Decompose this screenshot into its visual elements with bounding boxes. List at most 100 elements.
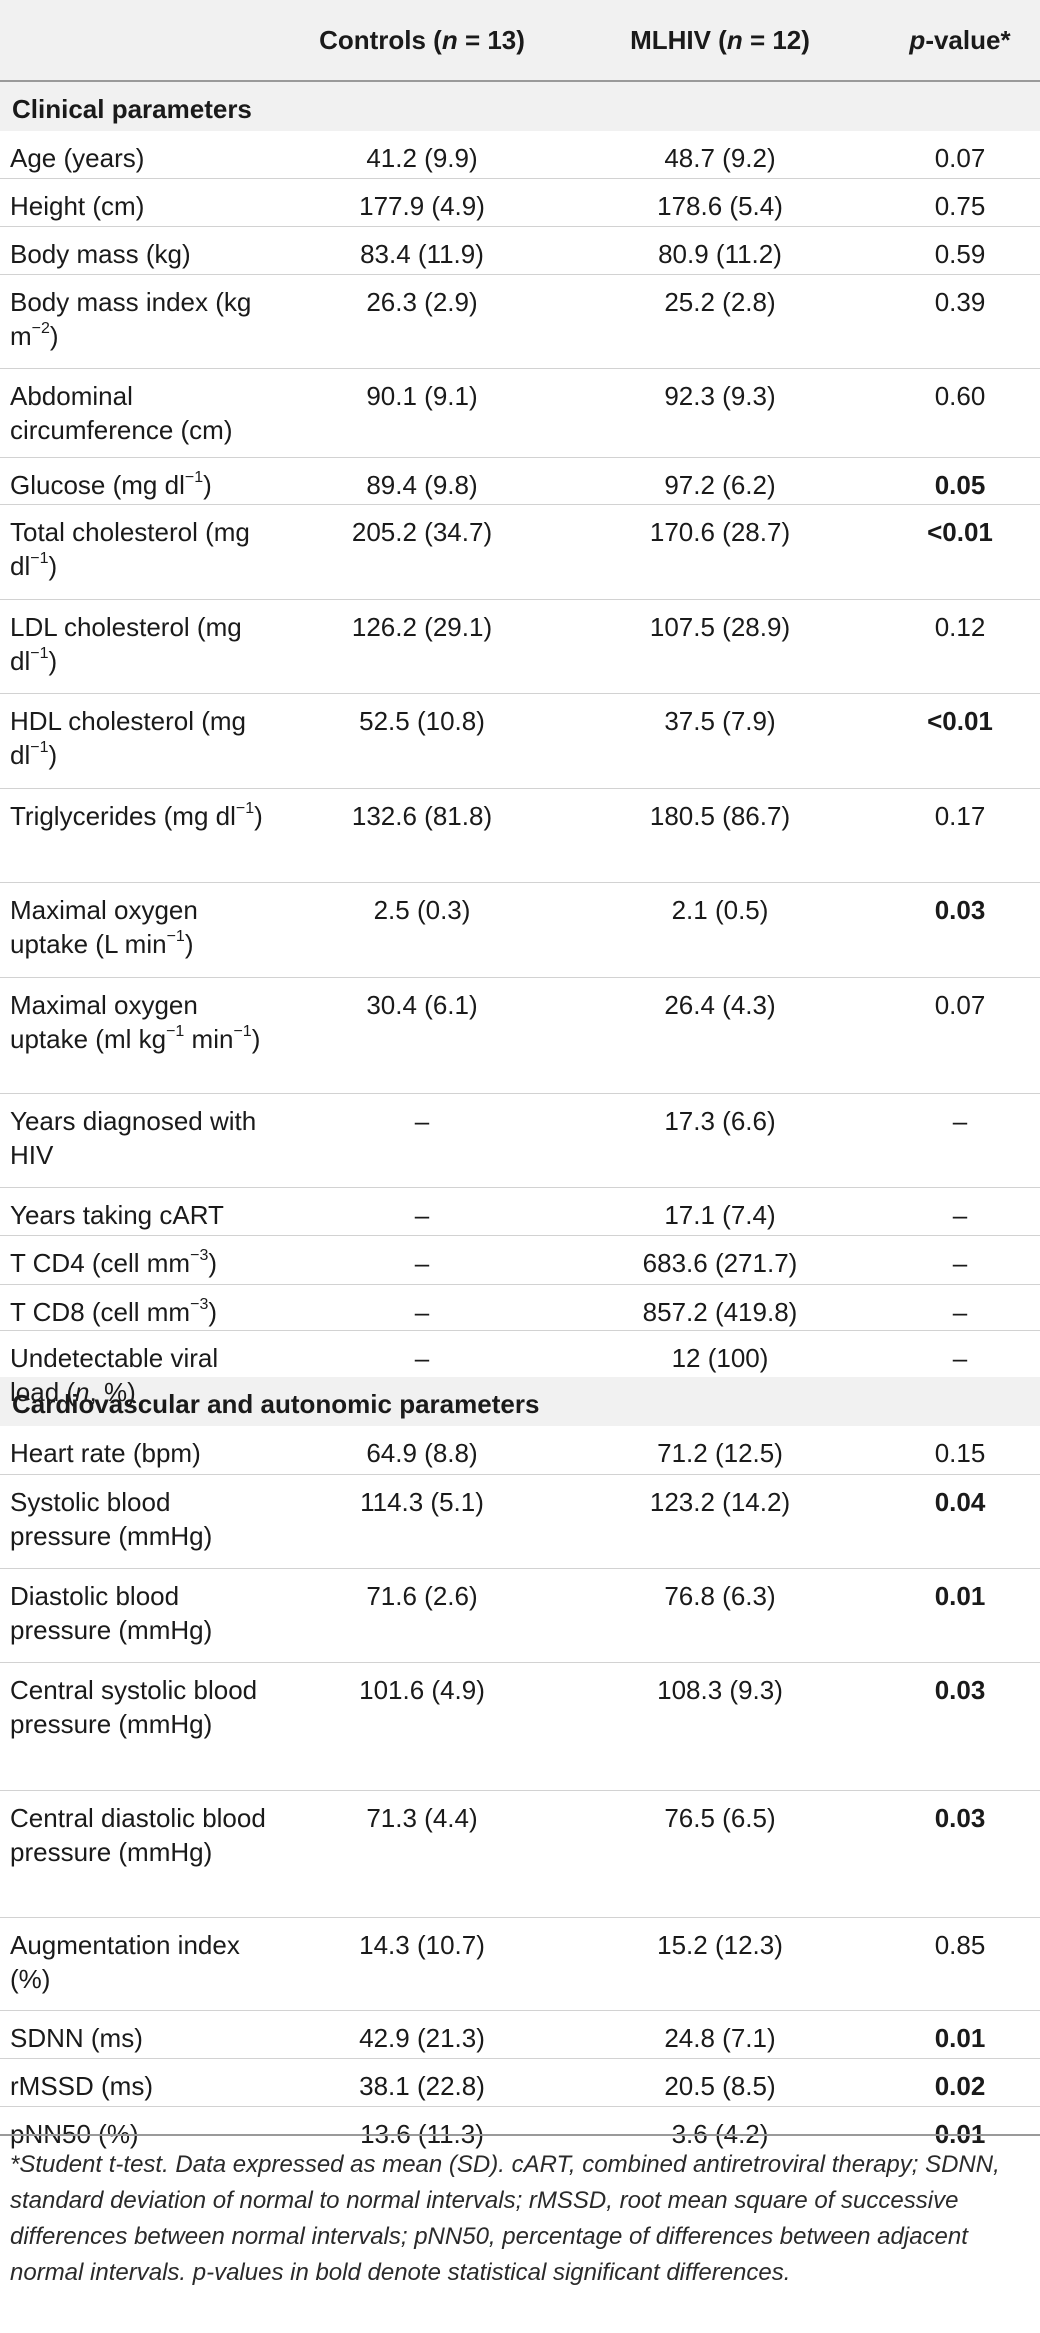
row-label: T CD8 (cell mm−3) [10,1296,218,1327]
cell-pvalue: <0.01 [927,517,993,547]
row-label: Glucose (mg dl−1) [10,469,212,500]
cell-controls: 114.3 (5.1) [360,1487,484,1517]
cell-pvalue: 0.15 [934,1438,986,1468]
row-label: Years diagnosed with HIV [10,1106,257,1170]
cell-pvalue: – [952,1106,968,1136]
table-row: Years taking cART – 17.1 (7.4) – [0,1187,1040,1236]
cell-pvalue: 0.03 [934,1675,986,1705]
cell-mlhiv: 97.2 (6.2) [664,470,776,500]
header-pvalue: p-value* [909,25,1011,55]
row-label: Central systolic blood pressure (mmHg) [10,1675,258,1739]
cell-controls: 14.3 (10.7) [359,1930,485,1960]
cell-pvalue: 0.75 [934,191,986,221]
cell-controls: 64.9 (8.8) [366,1438,478,1468]
row-label: Undetectable viral load (n, %) [10,1343,219,1407]
cell-mlhiv: 123.2 (14.2) [649,1487,791,1517]
cell-mlhiv: 108.3 (9.3) [657,1675,783,1705]
row-label: Systolic blood pressure (mmHg) [10,1487,213,1551]
cell-mlhiv: 76.8 (6.3) [664,1581,776,1611]
table-row: Height (cm) 177.9 (4.9) 178.6 (5.4) 0.75 [0,178,1040,227]
cell-mlhiv: 20.5 (8.5) [664,2071,776,2101]
table-row: Diastolic blood pressure (mmHg) 71.6 (2.6… [0,1568,1040,1663]
table-row: Abdominal circumference (cm) 90.1 (9.1) 92… [0,368,1040,458]
cell-pvalue: 0.59 [934,239,986,269]
table-row: Central diastolic blood pressure (mmHg) 7… [0,1790,1040,1918]
cell-mlhiv: 2.1 (0.5) [671,895,769,925]
cell-pvalue: 0.05 [934,470,986,500]
cell-pvalue: 0.01 [934,2023,986,2053]
row-label: Years taking cART [10,1200,224,1230]
cell-mlhiv: 107.5 (28.9) [649,612,791,642]
cell-pvalue: 0.60 [934,381,986,411]
table-header: Controls (n = 13) MLHIV (n = 12) p-value… [0,0,1040,82]
cell-pvalue: – [952,1343,968,1373]
cell-mlhiv: 857.2 (419.8) [642,1297,798,1327]
table-row: T CD8 (cell mm−3) – 857.2 (419.8) – [0,1284,1040,1331]
table-row: SDNN (ms) 42.9 (21.3) 24.8 (7.1) 0.01 [0,2010,1040,2059]
table-row: T CD4 (cell mm−3) – 683.6 (271.7) – [0,1235,1040,1285]
cell-mlhiv: 37.5 (7.9) [664,706,776,736]
cell-mlhiv: 17.1 (7.4) [664,1200,776,1230]
cell-controls: 38.1 (22.8) [359,2071,485,2101]
row-label: T CD4 (cell mm−3) [10,1247,218,1278]
table-footnote: *Student t-test. Data expressed as mean … [10,2151,1000,2286]
cell-mlhiv: 92.3 (9.3) [664,381,776,411]
cell-controls: 42.9 (21.3) [359,2023,485,2053]
row-label: Body mass index (kg m−2) [10,287,252,351]
row-label: Height (cm) [10,191,145,221]
table-row: Central systolic blood pressure (mmHg) 10… [0,1662,1040,1791]
cell-controls: 177.9 (4.9) [359,191,485,221]
cell-pvalue: 0.07 [934,143,986,173]
cell-mlhiv: 178.6 (5.4) [657,191,783,221]
row-label: Augmentation index (%) [10,1930,240,1994]
table-row: Undetectable viral load (n, %) – 12 (100) – [0,1330,1040,1407]
cell-controls: 2.5 (0.3) [373,895,471,925]
table-row: Maximal oxygen uptake (L min−1) 2.5 (0.3)… [0,882,1040,978]
cell-controls: – [414,1343,430,1373]
cell-mlhiv: 24.8 (7.1) [664,2023,776,2053]
cell-controls: – [414,1200,430,1230]
cell-pvalue: 0.01 [934,1581,986,1611]
table-row: Maximal oxygen uptake (ml kg−1 min−1) 30.… [0,977,1040,1094]
cell-mlhiv: 25.2 (2.8) [664,287,776,317]
cell-controls: 26.3 (2.9) [366,287,478,317]
section-row-cardio: Cardiovascular and autonomic parameters [0,1377,1040,1426]
header-mlhiv: MLHIV (n = 12) [630,25,810,55]
row-label: Maximal oxygen uptake (ml kg−1 min−1) [10,990,261,1054]
cell-pvalue: 0.85 [934,1930,986,1960]
table-row: Systolic blood pressure (mmHg) 114.3 (5.1… [0,1474,1040,1569]
section-title-clinical: Clinical parameters [12,94,252,124]
table-row: Total cholesterol (mg dl−1) 205.2 (34.7) 1… [0,504,1040,600]
cell-controls: – [414,1106,430,1136]
cell-controls: 205.2 (34.7) [351,517,493,547]
row-label: Central diastolic blood pressure (mmHg) [10,1803,266,1867]
cell-mlhiv: 15.2 (12.3) [657,1930,783,1960]
cell-mlhiv: 76.5 (6.5) [664,1803,776,1833]
row-label: Body mass (kg) [10,239,191,269]
row-label: Diastolic blood pressure (mmHg) [10,1581,213,1645]
cell-controls: – [414,1248,430,1278]
cell-mlhiv: 71.2 (12.5) [657,1438,783,1468]
cell-controls: 52.5 (10.8) [359,706,485,736]
cell-pvalue: 0.02 [934,2071,986,2101]
cell-pvalue: 0.03 [934,895,986,925]
cell-controls: 71.6 (2.6) [366,1581,478,1611]
cell-mlhiv: 80.9 (11.2) [658,239,782,269]
cell-pvalue: 0.17 [934,801,986,831]
cell-pvalue: 0.04 [934,1487,986,1517]
table-row: Glucose (mg dl−1) 89.4 (9.8) 97.2 (6.2) 0.0… [0,457,1040,505]
cell-pvalue: 0.12 [934,612,986,642]
cell-pvalue: 0.03 [934,1803,986,1833]
row-label: Maximal oxygen uptake (L min−1) [10,895,198,959]
cell-mlhiv: 683.6 (271.7) [642,1248,798,1278]
row-label: LDL cholesterol (mg dl−1) [10,612,242,676]
cell-mlhiv: 12 (100) [671,1343,769,1373]
table-row: Age (years) 41.2 (9.9) 48.7 (9.2) 0.07 [0,131,1040,178]
row-label: rMSSD (ms) [10,2071,153,2101]
table-row: LDL cholesterol (mg dl−1) 126.2 (29.1) 107… [0,599,1040,694]
section-row-clinical: Clinical parameters [0,82,1040,131]
row-label: HDL cholesterol (mg dl−1) [10,706,247,770]
table-row: Triglycerides (mg dl−1) 132.6 (81.8) 180.5… [0,788,1040,883]
row-label: Total cholesterol (mg dl−1) [10,517,250,581]
